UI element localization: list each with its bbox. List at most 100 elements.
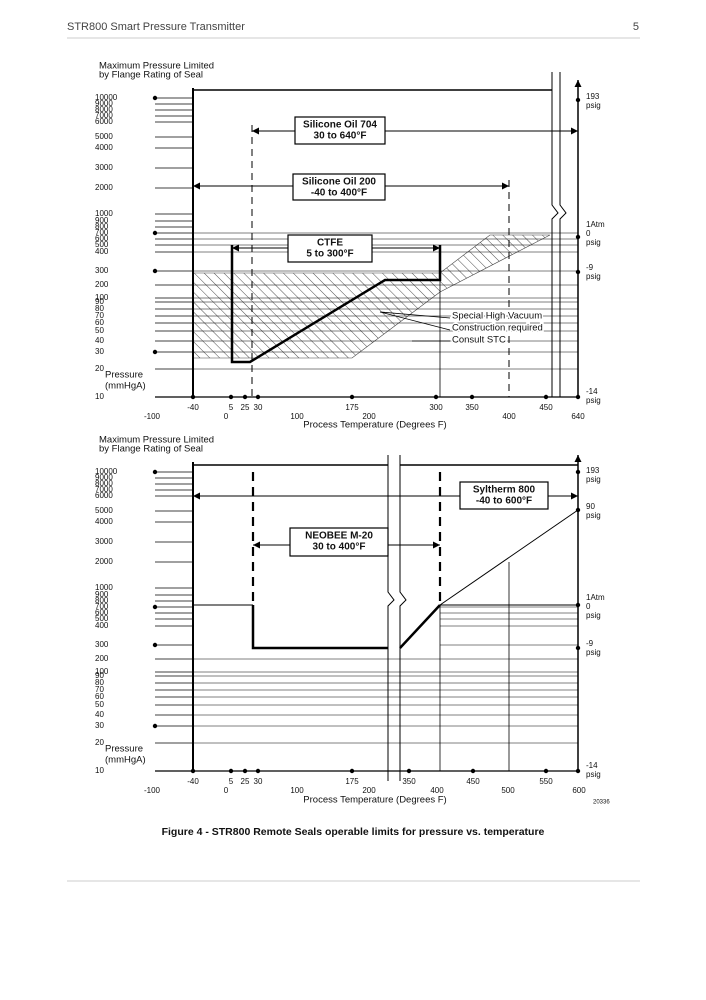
x-tick-label: 100 [290,786,304,795]
y-axis-title: Maximum Pressure Limited [99,61,214,72]
x-tick-label: 450 [539,403,553,412]
x-tick-mark [242,394,248,400]
x-tick-mark [543,394,549,400]
range-label: 30 to 640°F [314,131,367,142]
x-tick-mark [543,768,549,774]
x-tick-label: 30 [254,777,263,786]
x-tick-label: 25 [241,403,250,412]
range-box [459,481,549,510]
y-tick-label: 8000 [95,479,113,488]
x-tick-mark [228,394,234,400]
x-tick-label: 350 [402,777,416,786]
y-tick-label: 800 [95,222,109,231]
y-tick-label: 40 [95,336,104,345]
range-box [287,234,373,263]
range-box [294,116,386,145]
y-tick-label: 60 [95,318,104,327]
x-tick-label: 5 [229,403,234,412]
right-axis-dot [575,768,581,774]
right-axis-label: psig [586,396,601,405]
y-tick-label: 200 [95,280,109,289]
y-tick-label: 600 [95,608,109,617]
range-label: 30 to 400°F [313,542,366,553]
x-tick-label: 400 [502,412,516,421]
y-tick-label: 2000 [95,183,113,192]
y-tick-label: 60 [95,692,104,701]
figure-caption: Figure 4 - STR800 Remote Seals operable … [162,826,545,838]
x-tick-label: -40 [187,777,199,786]
x-tick-label: -100 [144,412,161,421]
y-tick-label: 10000 [95,93,118,102]
y-tick-label: 9000 [95,99,113,108]
axis-dot [152,469,158,475]
note: Special High Vacuum [452,311,542,322]
x-tick-label: 300 [429,403,443,412]
page-number: 5 [633,21,639,33]
x-tick-label: 400 [430,786,444,795]
y-tick-label: 8000 [95,105,113,114]
axis-dot [152,95,158,101]
y-axis-title: Maximum Pressure Limited [99,435,214,446]
right-axis-label: -14 [586,387,598,396]
y-tick-label: 900 [95,590,109,599]
axis-break [387,455,407,781]
right-axis-label: psig [586,272,601,281]
y-tick-label: 20 [95,364,104,373]
right-axis-label: 193 [586,466,600,475]
header-title: STR800 Smart Pressure Transmitter [67,21,245,33]
range-label: -40 to 600°F [476,496,532,507]
right-axis-label: psig [586,770,601,779]
y-axis-label: (mmHgA) [105,381,146,392]
x-tick-label: 0 [224,786,229,795]
right-axis-label: psig [586,238,601,247]
axis-dot [152,642,158,648]
axis-dot [152,230,158,236]
note: Construction required [452,323,543,334]
y-tick-label: 900 [95,216,109,225]
range-label: 5 to 300°F [306,249,353,260]
x-tick-label: -100 [144,786,161,795]
y-tick-label: 400 [95,621,109,630]
y-tick-label: 3000 [95,163,113,172]
right-axis-label: 0 [586,229,591,238]
y-tick-label: 20 [95,738,104,747]
y-axis-label: (mmHgA) [105,755,146,766]
right-axis-label: 1Atm [586,220,605,229]
range-label: CTFE [317,238,343,249]
y-tick-label: 1000 [95,583,113,592]
range-box [289,527,389,557]
y-tick-label: 9000 [95,473,113,482]
right-axis-label: 1Atm [586,593,605,602]
y-axis-label: Pressure [105,370,143,381]
x-axis-label: Process Temperature (Degrees F) [303,420,446,431]
x-tick-label: 100 [290,412,304,421]
right-axis-dot [575,97,581,103]
y-tick-label: 80 [95,304,104,313]
y-tick-label: 70 [95,311,104,320]
x-tick-mark [255,768,261,774]
y-tick-label: 90 [95,297,104,306]
x-tick-label: 25 [241,777,250,786]
right-axis-label: -14 [586,761,598,770]
y-tick-label: 5000 [95,506,113,515]
right-axis-dot [575,645,581,651]
right-axis-label: -9 [586,639,594,648]
y-tick-label: 40 [95,710,104,719]
right-axis-label: 0 [586,602,591,611]
x-tick-label: 500 [501,786,515,795]
y-tick-label: 600 [95,234,109,243]
y-axis-label: Pressure [105,744,143,755]
y-tick-label: 7000 [95,485,113,494]
x-tick-label: 450 [466,777,480,786]
x-tick-label: 5 [229,777,234,786]
y-tick-label: 500 [95,240,109,249]
y-tick-label: 700 [95,228,109,237]
y-tick-label: 700 [95,602,109,611]
right-axis-label: psig [586,475,601,484]
y-tick-label: 1000 [95,209,113,218]
x-tick-mark [470,768,476,774]
x-tick-label: 600 [572,786,586,795]
y-tick-label: 4000 [95,143,113,152]
axis-break [551,72,567,397]
note: Consult STC [452,335,506,346]
